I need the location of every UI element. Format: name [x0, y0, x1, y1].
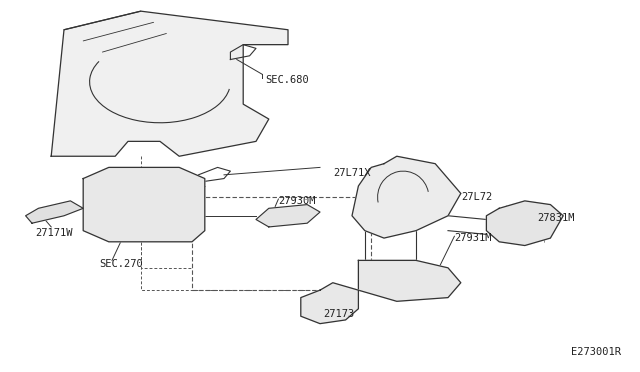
Text: 27L71X: 27L71X: [333, 168, 371, 178]
Text: 27173: 27173: [323, 310, 355, 319]
Text: SEC.680: SEC.680: [266, 75, 309, 85]
Polygon shape: [51, 11, 288, 156]
Polygon shape: [83, 167, 205, 242]
Text: 27L72: 27L72: [461, 192, 492, 202]
Text: 27831M: 27831M: [538, 213, 575, 222]
Text: 27931M: 27931M: [454, 233, 492, 243]
Text: E273001R: E273001R: [571, 347, 621, 357]
Text: 27171W: 27171W: [35, 228, 73, 237]
Polygon shape: [358, 260, 461, 301]
Polygon shape: [486, 201, 563, 246]
Text: SEC.270: SEC.270: [99, 259, 143, 269]
Polygon shape: [26, 201, 83, 223]
Polygon shape: [301, 283, 358, 324]
Polygon shape: [352, 156, 461, 238]
Polygon shape: [256, 205, 320, 227]
Text: 27930M: 27930M: [278, 196, 316, 206]
